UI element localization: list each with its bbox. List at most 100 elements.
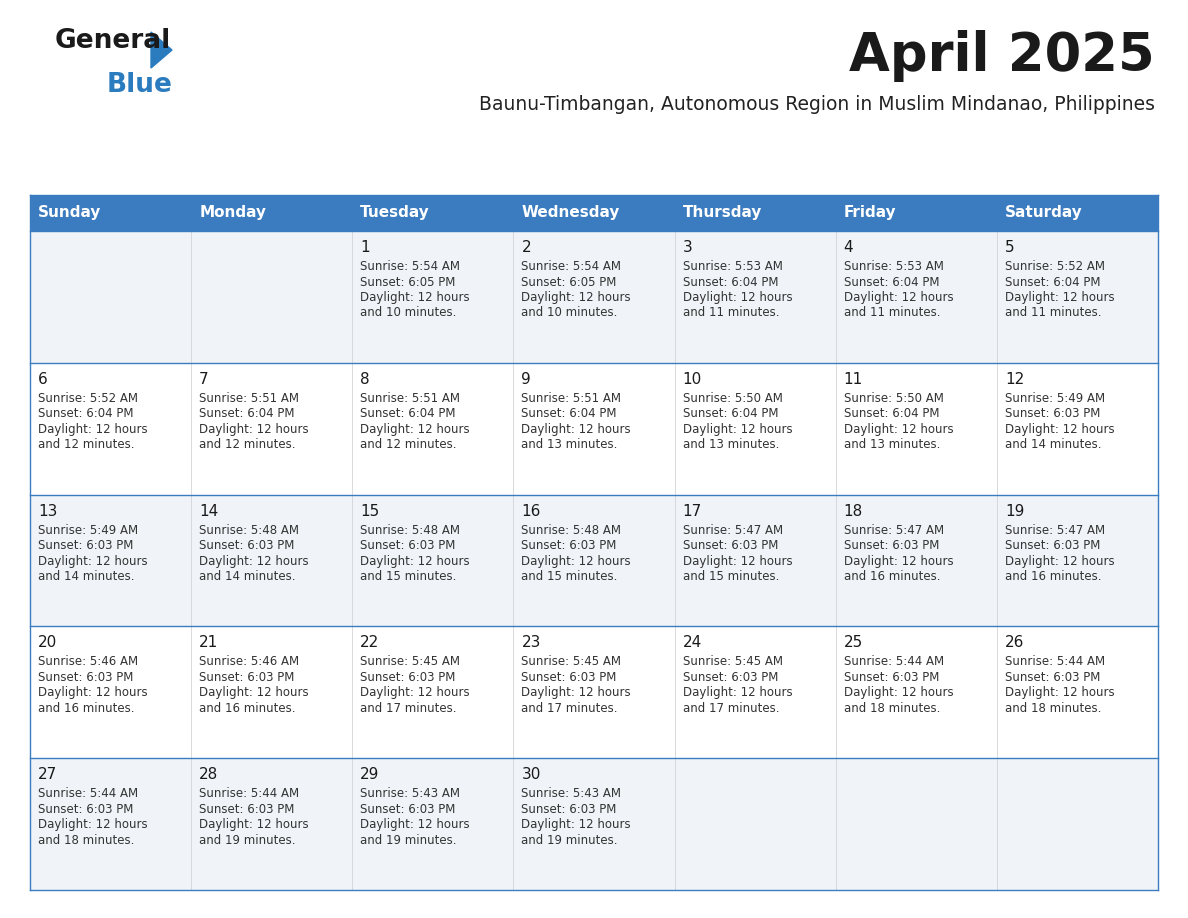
Text: April 2025: April 2025 [849, 30, 1155, 82]
Text: Daylight: 12 hours: Daylight: 12 hours [200, 818, 309, 831]
Text: Daylight: 12 hours: Daylight: 12 hours [38, 554, 147, 567]
Text: Daylight: 12 hours: Daylight: 12 hours [683, 554, 792, 567]
Text: Sunset: 6:04 PM: Sunset: 6:04 PM [683, 275, 778, 288]
Text: and 15 minutes.: and 15 minutes. [683, 570, 779, 583]
Text: Sunset: 6:04 PM: Sunset: 6:04 PM [843, 408, 940, 420]
Text: Wednesday: Wednesday [522, 206, 620, 220]
Text: 8: 8 [360, 372, 369, 386]
Text: and 18 minutes.: and 18 minutes. [843, 702, 940, 715]
Text: Sunset: 6:03 PM: Sunset: 6:03 PM [522, 802, 617, 816]
Text: 20: 20 [38, 635, 57, 650]
Text: Daylight: 12 hours: Daylight: 12 hours [1005, 423, 1114, 436]
Text: Sunrise: 5:54 AM: Sunrise: 5:54 AM [522, 260, 621, 273]
Text: and 12 minutes.: and 12 minutes. [200, 438, 296, 452]
Text: Sunset: 6:03 PM: Sunset: 6:03 PM [843, 539, 939, 552]
Text: 15: 15 [360, 504, 379, 519]
Text: Sunrise: 5:48 AM: Sunrise: 5:48 AM [522, 523, 621, 537]
Text: 1: 1 [360, 240, 369, 255]
Text: and 19 minutes.: and 19 minutes. [522, 834, 618, 846]
Text: Sunrise: 5:52 AM: Sunrise: 5:52 AM [38, 392, 138, 405]
Text: Baunu-Timbangan, Autonomous Region in Muslim Mindanao, Philippines: Baunu-Timbangan, Autonomous Region in Mu… [479, 95, 1155, 114]
Text: Daylight: 12 hours: Daylight: 12 hours [683, 423, 792, 436]
Text: and 13 minutes.: and 13 minutes. [843, 438, 940, 452]
Text: 4: 4 [843, 240, 853, 255]
Bar [835, 195, 997, 231]
Text: and 11 minutes.: and 11 minutes. [1005, 307, 1101, 319]
Text: Sunset: 6:03 PM: Sunset: 6:03 PM [1005, 671, 1100, 684]
Text: Blue: Blue [107, 72, 173, 98]
Bar [513, 195, 675, 231]
Text: Sunrise: 5:45 AM: Sunrise: 5:45 AM [683, 655, 783, 668]
Text: and 13 minutes.: and 13 minutes. [683, 438, 779, 452]
Text: 5: 5 [1005, 240, 1015, 255]
Text: Sunrise: 5:44 AM: Sunrise: 5:44 AM [843, 655, 943, 668]
Text: and 17 minutes.: and 17 minutes. [522, 702, 618, 715]
Text: 12: 12 [1005, 372, 1024, 386]
Text: Sunrise: 5:48 AM: Sunrise: 5:48 AM [360, 523, 460, 537]
Text: and 12 minutes.: and 12 minutes. [360, 438, 456, 452]
Text: 19: 19 [1005, 504, 1024, 519]
Text: Sunrise: 5:46 AM: Sunrise: 5:46 AM [200, 655, 299, 668]
Text: 23: 23 [522, 635, 541, 650]
Text: Sunset: 6:03 PM: Sunset: 6:03 PM [360, 802, 456, 816]
Text: Sunrise: 5:43 AM: Sunrise: 5:43 AM [360, 788, 460, 800]
Text: Sunrise: 5:48 AM: Sunrise: 5:48 AM [200, 523, 299, 537]
Text: and 16 minutes.: and 16 minutes. [843, 570, 940, 583]
Text: Daylight: 12 hours: Daylight: 12 hours [843, 554, 953, 567]
Text: and 14 minutes.: and 14 minutes. [38, 570, 134, 583]
Text: Daylight: 12 hours: Daylight: 12 hours [38, 687, 147, 700]
Text: and 10 minutes.: and 10 minutes. [522, 307, 618, 319]
Text: 25: 25 [843, 635, 862, 650]
Text: Sunrise: 5:54 AM: Sunrise: 5:54 AM [360, 260, 460, 273]
Text: Sunset: 6:03 PM: Sunset: 6:03 PM [360, 539, 456, 552]
Text: Sunset: 6:04 PM: Sunset: 6:04 PM [683, 408, 778, 420]
Text: Daylight: 12 hours: Daylight: 12 hours [200, 554, 309, 567]
Text: 17: 17 [683, 504, 702, 519]
Text: Daylight: 12 hours: Daylight: 12 hours [200, 423, 309, 436]
Text: 14: 14 [200, 504, 219, 519]
Text: Sunrise: 5:53 AM: Sunrise: 5:53 AM [843, 260, 943, 273]
Bar [30, 495, 1158, 626]
Text: 21: 21 [200, 635, 219, 650]
Text: Thursday: Thursday [683, 206, 762, 220]
Text: Sunrise: 5:52 AM: Sunrise: 5:52 AM [1005, 260, 1105, 273]
Text: Sunset: 6:03 PM: Sunset: 6:03 PM [38, 802, 133, 816]
Text: Sunset: 6:05 PM: Sunset: 6:05 PM [522, 275, 617, 288]
Text: and 16 minutes.: and 16 minutes. [200, 702, 296, 715]
Text: 22: 22 [360, 635, 379, 650]
Text: Sunrise: 5:49 AM: Sunrise: 5:49 AM [38, 523, 138, 537]
Text: Sunset: 6:03 PM: Sunset: 6:03 PM [1005, 539, 1100, 552]
Text: 16: 16 [522, 504, 541, 519]
Text: Sunset: 6:03 PM: Sunset: 6:03 PM [683, 671, 778, 684]
Text: 6: 6 [38, 372, 48, 386]
Text: Daylight: 12 hours: Daylight: 12 hours [522, 687, 631, 700]
Text: Monday: Monday [200, 206, 266, 220]
Text: Daylight: 12 hours: Daylight: 12 hours [522, 554, 631, 567]
Text: Daylight: 12 hours: Daylight: 12 hours [360, 687, 470, 700]
Bar [30, 363, 1158, 495]
Text: and 12 minutes.: and 12 minutes. [38, 438, 134, 452]
Text: Sunset: 6:04 PM: Sunset: 6:04 PM [360, 408, 456, 420]
Text: Sunrise: 5:44 AM: Sunrise: 5:44 AM [1005, 655, 1105, 668]
Text: Sunrise: 5:44 AM: Sunrise: 5:44 AM [38, 788, 138, 800]
Text: Daylight: 12 hours: Daylight: 12 hours [522, 423, 631, 436]
Text: Sunrise: 5:47 AM: Sunrise: 5:47 AM [843, 523, 943, 537]
Text: 27: 27 [38, 767, 57, 782]
Text: and 17 minutes.: and 17 minutes. [683, 702, 779, 715]
Text: Sunrise: 5:51 AM: Sunrise: 5:51 AM [522, 392, 621, 405]
Text: 30: 30 [522, 767, 541, 782]
Text: Sunset: 6:05 PM: Sunset: 6:05 PM [360, 275, 456, 288]
Bar [30, 195, 191, 231]
Text: Sunset: 6:03 PM: Sunset: 6:03 PM [200, 539, 295, 552]
Text: Sunrise: 5:51 AM: Sunrise: 5:51 AM [360, 392, 460, 405]
Text: Sunrise: 5:50 AM: Sunrise: 5:50 AM [683, 392, 783, 405]
Text: Sunrise: 5:44 AM: Sunrise: 5:44 AM [200, 788, 299, 800]
Text: Sunset: 6:04 PM: Sunset: 6:04 PM [843, 275, 940, 288]
Bar [30, 626, 1158, 758]
Text: Daylight: 12 hours: Daylight: 12 hours [360, 554, 470, 567]
Text: Sunrise: 5:46 AM: Sunrise: 5:46 AM [38, 655, 138, 668]
Text: Saturday: Saturday [1005, 206, 1082, 220]
Text: 10: 10 [683, 372, 702, 386]
Bar [997, 195, 1158, 231]
Text: and 19 minutes.: and 19 minutes. [360, 834, 456, 846]
